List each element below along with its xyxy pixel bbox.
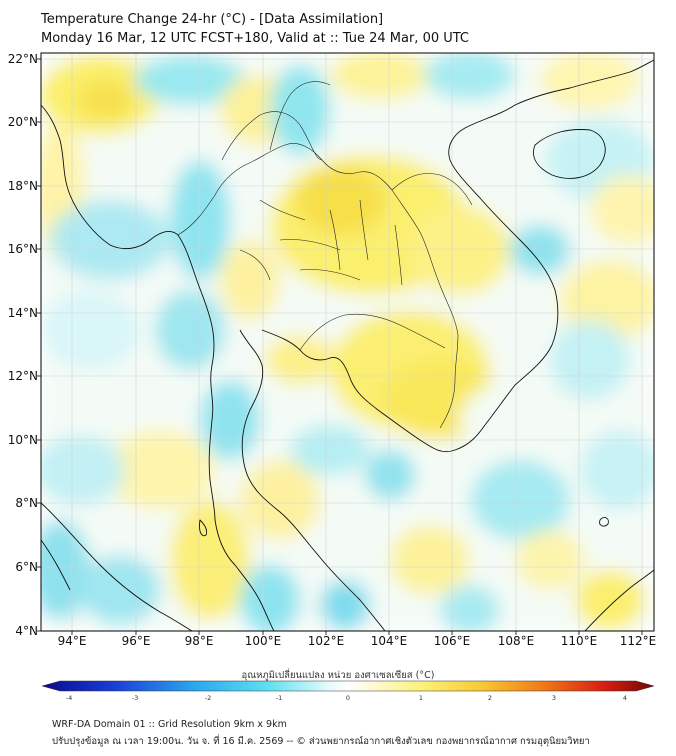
colorbar-tick: 2 [488, 694, 492, 702]
colorbar-tick: -2 [205, 694, 211, 702]
lon-label: 98°E [185, 634, 214, 648]
colorbar: -4 -3 -2 -1 0 1 2 3 4 [41, 680, 655, 702]
lon-label: 108°E [498, 634, 535, 648]
lat-label: 10°N [8, 433, 38, 447]
colorbar-tick: -4 [66, 694, 72, 702]
colorbar-tick: 3 [552, 694, 556, 702]
lat-label: 22°N [8, 52, 38, 66]
map-title: Temperature Change 24-hr (°C) - [Data As… [41, 12, 384, 27]
colorbar-ticks: -4 -3 -2 -1 0 1 2 3 4 [66, 694, 627, 702]
colorbar-tick: -3 [132, 694, 138, 702]
colorbar-tick: 4 [623, 694, 627, 702]
colorbar-label: อุณหภูมิเปลี่ยนแปลง หน่วย องศาเซลเซียส (… [241, 670, 435, 681]
lat-label: 12°N [8, 369, 38, 383]
update-credit: ปรับปรุงข้อมูล ณ เวลา 19:00น. วัน จ. ที่… [52, 736, 590, 747]
lon-label: 106°E [434, 634, 471, 648]
lat-label: 8°N [15, 496, 38, 510]
colorbar-tick: 0 [346, 694, 350, 702]
lon-label: 96°E [122, 634, 151, 648]
lat-label: 4°N [15, 624, 38, 638]
lat-label: 18°N [8, 179, 38, 193]
lon-label: 104°E [371, 634, 408, 648]
national-borders [177, 81, 473, 429]
lat-label: 6°N [15, 560, 38, 574]
plot-frame [40, 52, 655, 632]
longitude-labels: 94°E 96°E 98°E 100°E 102°E 104°E 106°E 1… [58, 634, 657, 648]
model-info: WRF-DA Domain 01 :: Grid Resolution 9km … [52, 719, 287, 730]
lon-label: 112°E [620, 634, 657, 648]
coastlines [41, 59, 654, 631]
lat-label: 14°N [8, 306, 38, 320]
lon-label: 110°E [561, 634, 598, 648]
colorbar-scale [41, 680, 655, 692]
colorbar-tick: 1 [419, 694, 423, 702]
temperature-field [41, 53, 654, 631]
latitude-labels: 22°N 20°N 18°N 16°N 14°N 12°N 10°N 8°N 6… [8, 52, 38, 638]
lat-label: 20°N [8, 115, 38, 129]
map-subtitle: Monday 16 Mar, 12 UTC FCST+180, Valid at… [41, 31, 470, 46]
colorbar-tick: -1 [276, 694, 282, 702]
lon-label: 100°E [245, 634, 282, 648]
lat-label: 16°N [8, 242, 38, 256]
lon-label: 102°E [308, 634, 345, 648]
lon-label: 94°E [58, 634, 87, 648]
tick-marks [37, 58, 643, 635]
